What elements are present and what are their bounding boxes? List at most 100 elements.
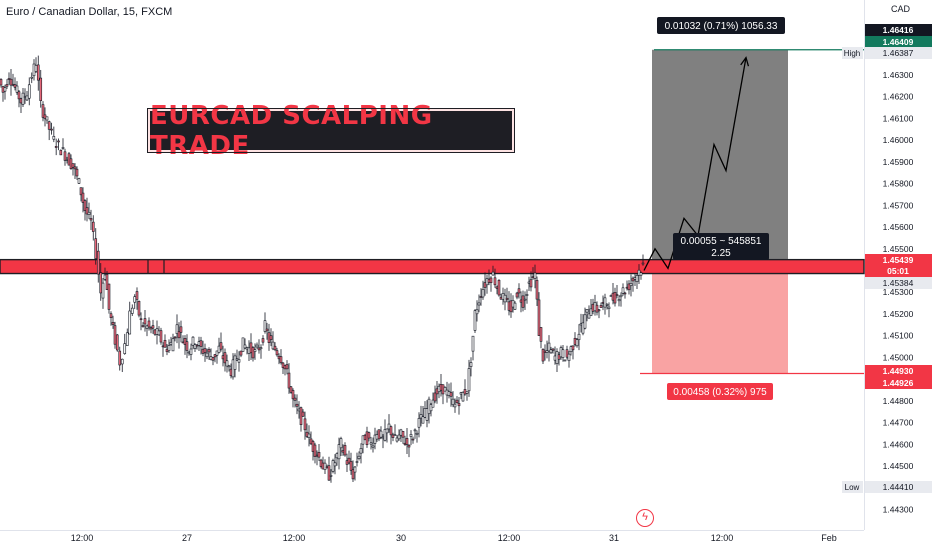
candle-body bbox=[565, 349, 569, 358]
candle-body bbox=[529, 279, 533, 288]
candle-body bbox=[513, 302, 517, 310]
candle-body bbox=[0, 79, 3, 86]
candle-body bbox=[177, 331, 181, 339]
x-tick-label: 12:00 bbox=[71, 533, 94, 543]
candle-body bbox=[563, 359, 567, 362]
axis-badge-bg bbox=[865, 365, 932, 377]
candle-body bbox=[575, 339, 579, 347]
candle-body bbox=[221, 355, 225, 360]
candle-body bbox=[583, 314, 587, 329]
candle-body bbox=[389, 426, 393, 436]
candle-body bbox=[525, 294, 529, 296]
candle-body bbox=[85, 207, 89, 215]
candle-body bbox=[415, 432, 419, 435]
candle-body bbox=[545, 350, 549, 353]
candle-body bbox=[91, 221, 95, 232]
axis-badge-bg bbox=[865, 377, 932, 389]
candle-body bbox=[5, 84, 9, 87]
y-tick-label: 1.44600 bbox=[883, 439, 914, 449]
candle-body bbox=[383, 429, 387, 441]
candle-body bbox=[81, 192, 85, 203]
candle-body bbox=[289, 386, 293, 393]
candle-body bbox=[367, 432, 371, 439]
candle-body bbox=[113, 325, 117, 345]
candle-body bbox=[295, 403, 299, 407]
candle-body bbox=[237, 359, 241, 363]
candle-body bbox=[227, 365, 231, 368]
candle-body bbox=[167, 345, 171, 351]
candle-body bbox=[571, 345, 575, 351]
candle-body bbox=[211, 356, 215, 361]
candle-body bbox=[595, 304, 599, 313]
candle-body bbox=[599, 305, 603, 308]
candle-body bbox=[34, 65, 38, 72]
y-tick-label: 1.46100 bbox=[883, 113, 914, 123]
resistance-zone bbox=[0, 258, 865, 275]
candle-body bbox=[213, 354, 217, 358]
lightning-icon[interactable]: ϟ bbox=[636, 509, 654, 527]
candle-body bbox=[431, 399, 435, 408]
candle-body bbox=[13, 84, 17, 88]
axis-badge-text: 1.44930 bbox=[883, 366, 914, 376]
candle-body bbox=[197, 341, 201, 346]
candle-body bbox=[175, 324, 179, 334]
candle-body bbox=[457, 403, 461, 407]
candle-body bbox=[615, 294, 619, 296]
ratio-label-top: 0.00055 ~ 545851 bbox=[681, 236, 762, 247]
candle-body bbox=[83, 200, 87, 211]
candle-body bbox=[425, 408, 429, 421]
candle-body bbox=[407, 444, 411, 448]
candle-body bbox=[491, 271, 495, 276]
candle-body bbox=[36, 64, 40, 81]
x-tick-label: 12:00 bbox=[711, 533, 734, 543]
candle-body bbox=[395, 437, 399, 442]
candle-body bbox=[465, 391, 469, 394]
y-tick-label: 1.44300 bbox=[883, 505, 914, 515]
candle-body bbox=[45, 116, 49, 121]
candle-body bbox=[359, 448, 363, 454]
candle-body bbox=[451, 398, 455, 406]
axis-badge-text: 05:01 bbox=[887, 266, 909, 276]
candle-body bbox=[515, 292, 519, 298]
candle-body bbox=[17, 91, 21, 100]
candle-body bbox=[355, 461, 359, 463]
candle-body bbox=[413, 429, 417, 432]
projection-arrowhead bbox=[740, 56, 750, 67]
y-tick-label: 1.45500 bbox=[883, 244, 914, 254]
candle-body bbox=[189, 348, 193, 355]
candle-body bbox=[139, 318, 143, 321]
candle-body bbox=[63, 151, 67, 161]
y-tick-label: 1.46200 bbox=[883, 92, 914, 102]
candle-body bbox=[207, 349, 211, 353]
candle-body bbox=[249, 342, 253, 354]
candle-body bbox=[67, 153, 71, 166]
candle-body bbox=[263, 320, 267, 332]
candle-body bbox=[87, 211, 91, 215]
candle-body bbox=[141, 325, 145, 327]
candle-body bbox=[589, 308, 593, 317]
candle-body bbox=[133, 296, 137, 303]
candle-body bbox=[461, 392, 465, 402]
candle-body bbox=[159, 330, 163, 343]
candle-body bbox=[115, 334, 119, 351]
candle-body bbox=[153, 329, 157, 335]
axis-badge-bg bbox=[865, 47, 932, 59]
candle-body bbox=[89, 218, 93, 221]
y-tick-label: 1.44700 bbox=[883, 418, 914, 428]
candle-body bbox=[279, 356, 283, 363]
axis-badge-text: 1.45384 bbox=[883, 278, 914, 288]
candle-body bbox=[191, 336, 195, 346]
y-tick-label: 1.44800 bbox=[883, 396, 914, 406]
target-label-bg bbox=[657, 17, 785, 34]
candle-body bbox=[201, 348, 205, 354]
axis-badge-bg bbox=[865, 36, 932, 48]
candle-body bbox=[533, 272, 537, 279]
x-tick-label: 12:00 bbox=[283, 533, 306, 543]
axis-badge-bg bbox=[865, 277, 932, 289]
candle-body bbox=[397, 434, 401, 440]
y-tick-label: 1.45100 bbox=[883, 331, 914, 341]
candle-body bbox=[371, 445, 375, 448]
candle-body bbox=[391, 434, 395, 438]
candle-body bbox=[481, 289, 485, 298]
